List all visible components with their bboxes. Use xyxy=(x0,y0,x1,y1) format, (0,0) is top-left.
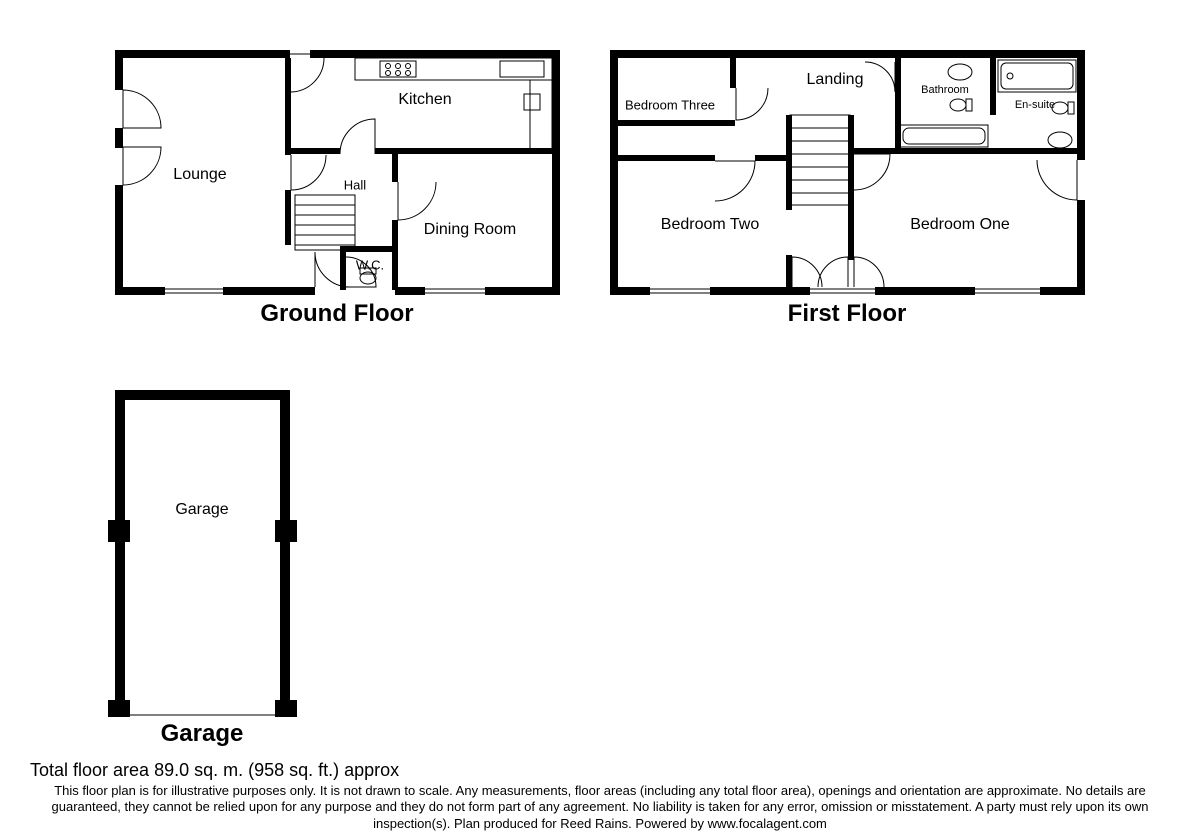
title-ground: Ground Floor xyxy=(260,300,413,328)
garage-plan xyxy=(108,390,297,717)
footer: Total floor area 89.0 sq. m. (958 sq. ft… xyxy=(30,760,1170,832)
label-bed3: Bedroom Three xyxy=(625,98,715,113)
title-garage: Garage xyxy=(161,720,244,748)
floorplan-svg xyxy=(0,0,1200,760)
floorplan-page: Lounge Kitchen Hall W.C. Dining Room Bed… xyxy=(0,0,1200,840)
footer-total-area: Total floor area 89.0 sq. m. (958 sq. ft… xyxy=(30,760,1170,781)
label-dining: Dining Room xyxy=(424,221,516,239)
label-kitchen: Kitchen xyxy=(398,91,451,109)
label-hall: Hall xyxy=(344,178,366,193)
label-bed2: Bedroom Two xyxy=(661,216,759,234)
footer-disclaimer: This floor plan is for illustrative purp… xyxy=(30,783,1170,832)
label-ensuite: En-suite xyxy=(1015,99,1055,111)
title-first: First Floor xyxy=(788,300,907,328)
label-landing: Landing xyxy=(807,71,864,89)
label-garage: Garage xyxy=(175,501,228,519)
label-wc: W.C. xyxy=(356,258,384,273)
label-lounge: Lounge xyxy=(173,166,226,184)
label-bath: Bathroom xyxy=(921,84,969,96)
label-bed1: Bedroom One xyxy=(910,216,1010,234)
